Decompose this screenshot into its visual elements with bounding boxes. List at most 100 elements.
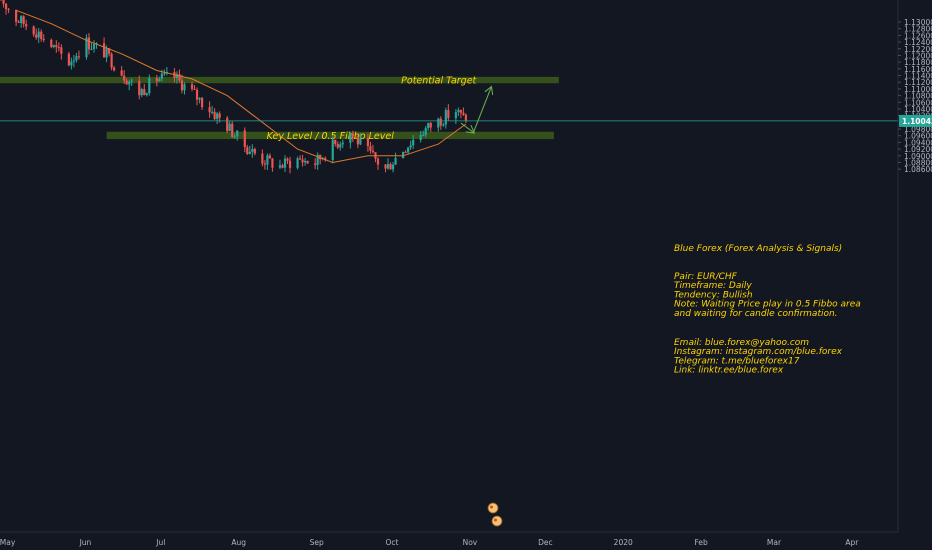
x-tick-label: Mar: [767, 538, 782, 547]
candle-body: [334, 139, 337, 144]
candle-body: [324, 158, 327, 160]
candle-body: [216, 113, 219, 119]
candle-body: [145, 93, 148, 96]
candle-body: [236, 130, 239, 137]
candle-body: [226, 117, 229, 131]
candle-body: [195, 89, 199, 100]
candle-body: [20, 16, 23, 23]
candle-body: [40, 31, 43, 40]
x-tick-label: Aug: [231, 538, 246, 547]
y-tick-label: 1.10800: [904, 92, 932, 101]
y-tick-label: 1.08800: [904, 158, 932, 167]
candle-body: [389, 164, 392, 170]
candle-body: [447, 110, 450, 119]
candle-body: [138, 80, 141, 96]
y-tick-label: 1.11200: [904, 78, 932, 87]
candle-body: [286, 158, 289, 161]
candle-body: [402, 151, 405, 159]
candle-body: [246, 147, 249, 154]
annotation-contact: Telegram: t.me/blueforex17: [674, 356, 800, 366]
current-price-tag-label: 1.10043: [902, 117, 932, 126]
moving-average-line: [15, 9, 467, 164]
candle-body: [57, 47, 60, 49]
zone-label: Key Level / 0.5 Fibbo Level: [267, 131, 395, 142]
x-tick-label: 2020: [614, 538, 633, 547]
candle-body: [391, 164, 395, 170]
candle-body: [105, 48, 108, 58]
event-marker-circle: [487, 502, 499, 514]
candle-body: [281, 165, 284, 168]
candle-body: [359, 138, 362, 145]
projection-arrow: [472, 88, 491, 133]
candle-body: [90, 48, 93, 50]
candle-body: [123, 75, 126, 81]
annotation-line: Note: Waiting Price play in 0.5 Fibbo ar…: [674, 300, 861, 310]
candle-body: [419, 135, 422, 141]
y-tick-label: 1.08600: [904, 165, 932, 174]
candle-body: [457, 109, 460, 113]
candle-body: [251, 148, 254, 152]
x-tick-label: Nov: [463, 538, 478, 547]
candle-body: [356, 137, 359, 145]
candle-body: [228, 123, 231, 131]
event-marker-dot: [494, 518, 497, 522]
economic-event-icon: [487, 502, 499, 514]
candle-body: [407, 147, 410, 153]
candle-body: [72, 60, 76, 62]
candle-body: [336, 143, 339, 148]
candle-body: [77, 56, 81, 58]
candle-body: [266, 155, 269, 165]
y-tick-label: 1.09400: [904, 138, 932, 147]
y-tick-label: 1.13000: [904, 18, 932, 27]
candle-body: [178, 74, 181, 81]
candles-group: [0, 0, 468, 174]
candle-body: [296, 158, 299, 168]
candle-body: [427, 122, 430, 129]
y-axis-background: [898, 0, 932, 550]
candle-body: [261, 153, 264, 164]
candle-body: [429, 122, 432, 128]
x-tick-label: Dec: [538, 538, 553, 547]
candle-body: [386, 164, 390, 169]
candle-body: [211, 111, 214, 113]
candle-body: [233, 136, 236, 138]
candle-body: [422, 134, 425, 136]
candle-body: [394, 158, 397, 165]
candle-body: [208, 107, 211, 113]
candle-body: [331, 139, 334, 160]
y-tick-label: 1.09000: [904, 152, 932, 161]
y-tick-label: 1.12000: [904, 51, 932, 60]
candle-body: [341, 142, 344, 145]
candle-body: [22, 16, 25, 25]
x-tick-label: Oct: [386, 538, 399, 547]
candle-body: [354, 136, 357, 138]
candle-body: [253, 148, 256, 154]
x-axis-background: [0, 532, 932, 550]
candle-body: [92, 44, 96, 49]
annotation-contact: Instagram: instagram.com/blue.forex: [674, 347, 843, 357]
candle-body: [404, 151, 407, 153]
candle-body: [102, 43, 106, 58]
current-price-tag-bg: [899, 114, 932, 127]
candle-body: [17, 21, 20, 23]
y-tick-label: 1.11000: [904, 85, 932, 94]
projection-arrow: [460, 122, 474, 132]
x-tick-label: Sep: [310, 538, 324, 547]
candle-body: [190, 84, 194, 89]
candle-body: [75, 56, 78, 61]
current-price-tag: 1.10043: [899, 114, 932, 127]
candle-body: [107, 48, 111, 54]
annotation-line: Pair: EUR/CHF: [674, 272, 738, 282]
candle-body: [50, 39, 53, 47]
candle-body: [125, 80, 128, 85]
candle-body: [319, 154, 322, 160]
candle-body: [148, 77, 151, 94]
candle-body: [87, 37, 91, 50]
candle-body: [110, 53, 113, 68]
candle-body: [369, 146, 372, 151]
candle-body: [339, 144, 342, 148]
y-tick-label: 1.09800: [904, 125, 932, 134]
candle-body: [263, 163, 266, 165]
candle-body: [7, 9, 10, 11]
